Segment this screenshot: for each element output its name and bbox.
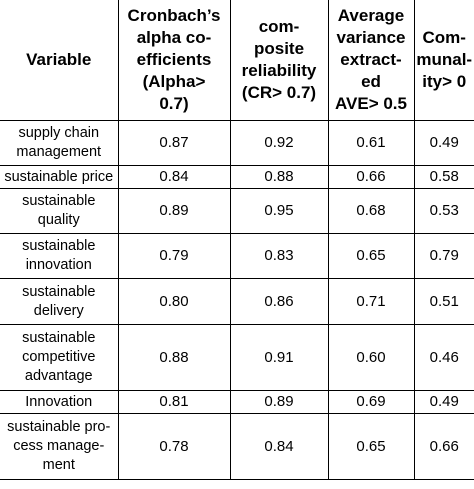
ave-cell: 0.65 <box>327 413 415 480</box>
alpha-cell: 0.80 <box>117 278 231 325</box>
variable-cell: sustainable innovation <box>0 233 119 279</box>
cr-cell: 0.83 <box>229 233 329 279</box>
cr-cell: 0.84 <box>229 413 329 480</box>
cr-cell: 0.88 <box>229 165 329 189</box>
cr-cell: 0.92 <box>229 120 329 166</box>
variable-cell: supply chain management <box>0 120 119 166</box>
header-alpha: Cronbach’s alpha co- efficients (Alpha> … <box>117 0 231 121</box>
ave-cell: 0.68 <box>327 188 415 234</box>
header-composite-reliability: com- posite reliability (CR> 0.7) <box>229 0 329 121</box>
communality-cell: 0.58 <box>413 165 474 189</box>
communality-cell: 0.46 <box>413 324 474 391</box>
communality-cell: 0.49 <box>413 120 474 166</box>
table-row: sustainable pro- cess manage- ment 0.78 … <box>0 413 474 480</box>
alpha-cell: 0.89 <box>117 188 231 234</box>
variable-cell: sustainable delivery <box>0 278 119 325</box>
ave-cell: 0.61 <box>327 120 415 166</box>
table-row: sustainable quality 0.89 0.95 0.68 0.53 <box>0 188 474 234</box>
header-row: Variable Cronbach’s alpha co- efficients… <box>0 0 474 121</box>
communality-cell: 0.49 <box>413 390 474 414</box>
variable-cell: Innovation <box>0 390 119 414</box>
ave-cell: 0.71 <box>327 278 415 325</box>
variable-cell: sustainable quality <box>0 188 119 234</box>
table-row: Innovation 0.81 0.89 0.69 0.49 <box>0 390 474 414</box>
table-row: sustainable competitive advantage 0.88 0… <box>0 324 474 391</box>
table-row: supply chain management 0.87 0.92 0.61 0… <box>0 120 474 166</box>
ave-cell: 0.60 <box>327 324 415 391</box>
communality-cell: 0.66 <box>413 413 474 480</box>
table-row: sustainable innovation 0.79 0.83 0.65 0.… <box>0 233 474 279</box>
communality-cell: 0.79 <box>413 233 474 279</box>
header-communality: Com- munal- ity> 0 <box>413 0 474 121</box>
header-variable: Variable <box>0 0 119 121</box>
communality-cell: 0.51 <box>413 278 474 325</box>
cr-cell: 0.89 <box>229 390 329 414</box>
cr-cell: 0.91 <box>229 324 329 391</box>
ave-cell: 0.69 <box>327 390 415 414</box>
ave-cell: 0.66 <box>327 165 415 189</box>
variable-cell: sustainable competitive advantage <box>0 324 119 391</box>
alpha-cell: 0.81 <box>117 390 231 414</box>
alpha-cell: 0.88 <box>117 324 231 391</box>
alpha-cell: 0.84 <box>117 165 231 189</box>
alpha-cell: 0.87 <box>117 120 231 166</box>
alpha-cell: 0.78 <box>117 413 231 480</box>
cr-cell: 0.95 <box>229 188 329 234</box>
variable-cell: sustainable pro- cess manage- ment <box>0 413 119 480</box>
communality-cell: 0.53 <box>413 188 474 234</box>
alpha-cell: 0.79 <box>117 233 231 279</box>
variable-cell: sustainable price <box>0 165 119 189</box>
header-ave: Average variance extract- ed AVE> 0.5 <box>327 0 415 121</box>
ave-cell: 0.65 <box>327 233 415 279</box>
cr-cell: 0.86 <box>229 278 329 325</box>
table-row: sustainable delivery 0.80 0.86 0.71 0.51 <box>0 278 474 325</box>
table-row: sustainable price 0.84 0.88 0.66 0.58 <box>0 165 474 189</box>
